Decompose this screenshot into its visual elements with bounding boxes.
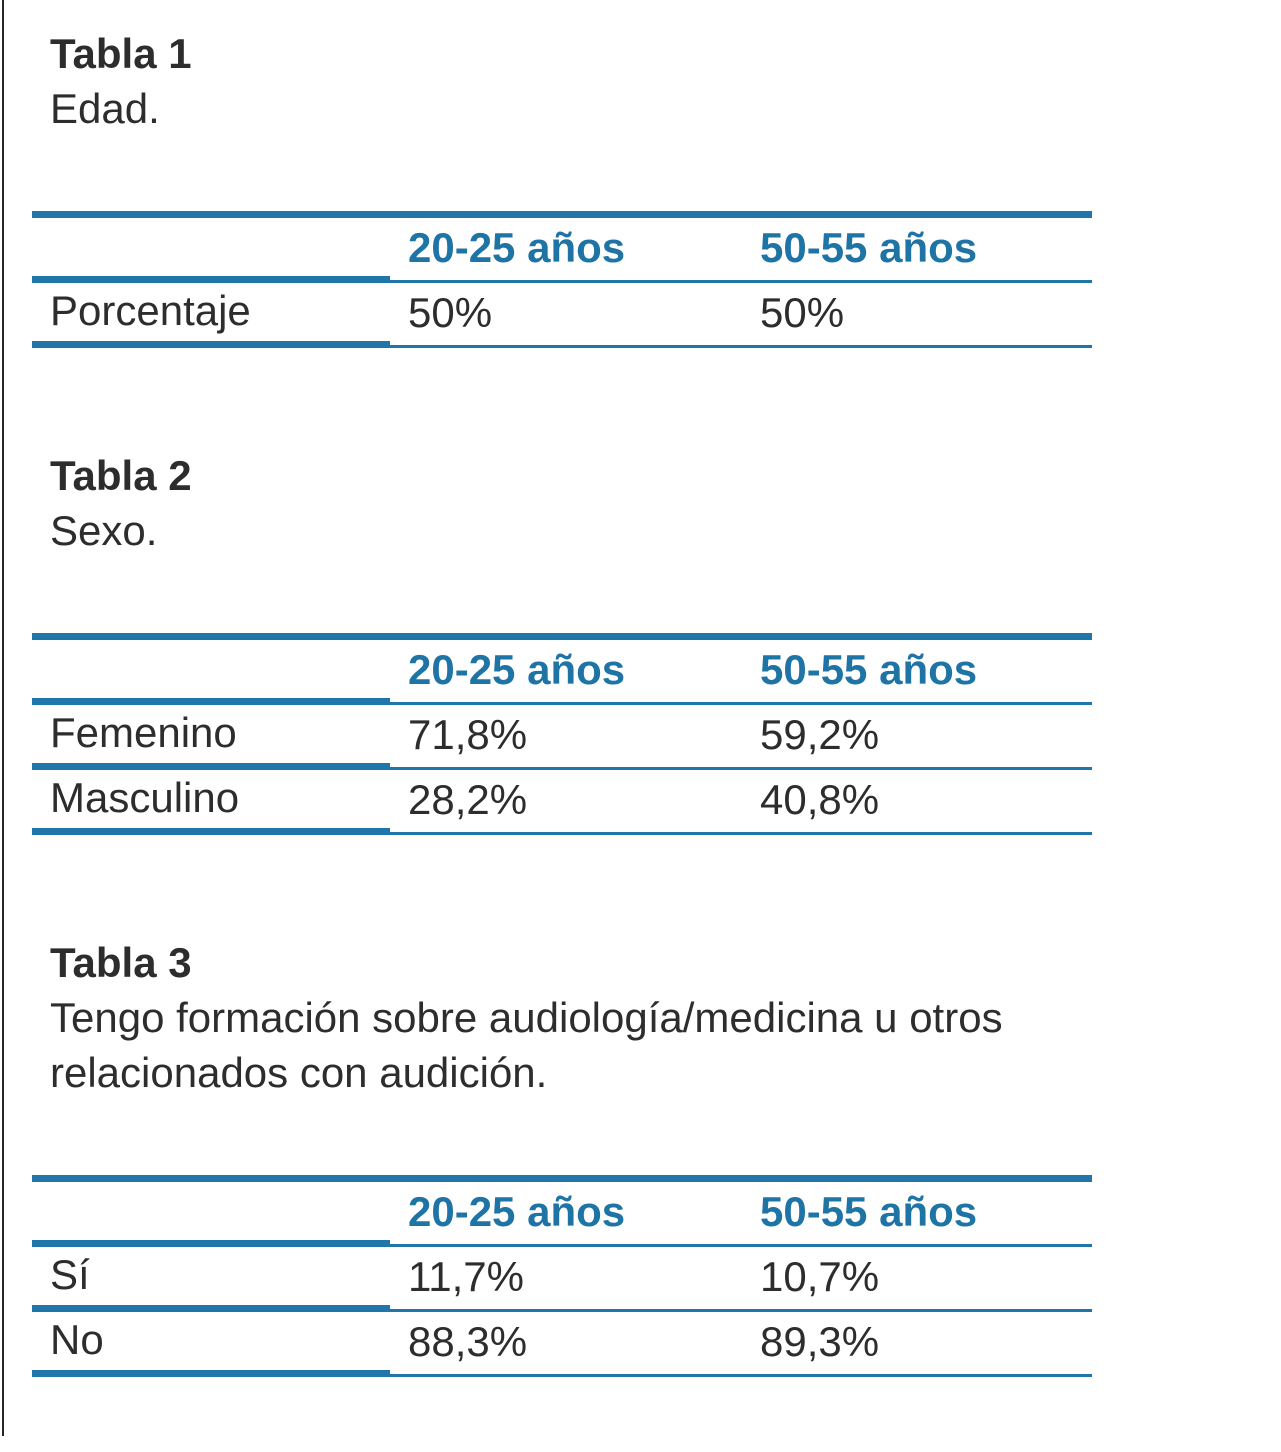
column-header: 50-55 años (742, 633, 1092, 705)
column-header: 50-55 años (742, 1175, 1092, 1247)
data-table: 20-25 años 50-55 años Porcentaje 50% 50% (32, 211, 1092, 348)
table-section: Tabla 3 Tengo formación sobre audiología… (32, 935, 1281, 1377)
column-header: 20-25 años (390, 633, 742, 705)
data-table: 20-25 años 50-55 años Sí 11,7% 10,7% No … (32, 1175, 1092, 1377)
header-row: 20-25 años 50-55 años (32, 1175, 1092, 1247)
cell-value: 11,7% (390, 1247, 742, 1312)
table-row: Masculino 28,2% 40,8% (32, 770, 1092, 835)
table-caption-block: Tabla 3 Tengo formación sobre audiología… (32, 935, 1060, 1100)
table-description-line: relacionados con audición. (50, 1049, 548, 1096)
table-description-line: Edad. (50, 85, 160, 132)
column-header-empty (32, 211, 390, 283)
table-description: Sexo. (50, 503, 1060, 558)
row-label: Porcentaje (32, 283, 390, 348)
header-row: 20-25 años 50-55 años (32, 633, 1092, 705)
row-label: Femenino (32, 705, 390, 770)
table-section: Tabla 2 Sexo. 20-25 años 50-55 años Feme… (32, 448, 1281, 835)
cell-value: 28,2% (390, 770, 742, 835)
table-caption-block: Tabla 2 Sexo. (32, 448, 1060, 558)
table-row: Porcentaje 50% 50% (32, 283, 1092, 348)
cell-value: 50% (390, 283, 742, 348)
cell-value: 89,3% (742, 1312, 1092, 1377)
table-row: Femenino 71,8% 59,2% (32, 705, 1092, 770)
table-title: Tabla 3 (50, 939, 192, 986)
table-title: Tabla 2 (50, 452, 192, 499)
cell-value: 71,8% (390, 705, 742, 770)
column-header: 20-25 años (390, 1175, 742, 1247)
cell-value: 40,8% (742, 770, 1092, 835)
column-header: 50-55 años (742, 211, 1092, 283)
column-header-empty (32, 633, 390, 705)
table-row: Sí 11,7% 10,7% (32, 1247, 1092, 1312)
cell-value: 50% (742, 283, 1092, 348)
column-header-empty (32, 1175, 390, 1247)
column-header: 20-25 años (390, 211, 742, 283)
row-label: Masculino (32, 770, 390, 835)
content-area: Tabla 1 Edad. 20-25 años 50-55 años Porc… (32, 26, 1281, 1377)
cell-value: 10,7% (742, 1247, 1092, 1312)
table-caption-block: Tabla 1 Edad. (32, 26, 1060, 136)
table-description-line: Tengo formación sobre audiología/medicin… (50, 994, 1003, 1041)
row-label: Sí (32, 1247, 390, 1312)
table-section: Tabla 1 Edad. 20-25 años 50-55 años Porc… (32, 26, 1281, 348)
cell-value: 88,3% (390, 1312, 742, 1377)
table-row: No 88,3% 89,3% (32, 1312, 1092, 1377)
table-description: Tengo formación sobre audiología/medicin… (50, 990, 1060, 1100)
row-label: No (32, 1312, 390, 1377)
table-description: Edad. (50, 81, 1060, 136)
cell-value: 59,2% (742, 705, 1092, 770)
header-row: 20-25 años 50-55 años (32, 211, 1092, 283)
table-title: Tabla 1 (50, 30, 192, 77)
page-left-border (2, 0, 4, 1436)
data-table: 20-25 años 50-55 años Femenino 71,8% 59,… (32, 633, 1092, 835)
table-description-line: Sexo. (50, 507, 158, 554)
